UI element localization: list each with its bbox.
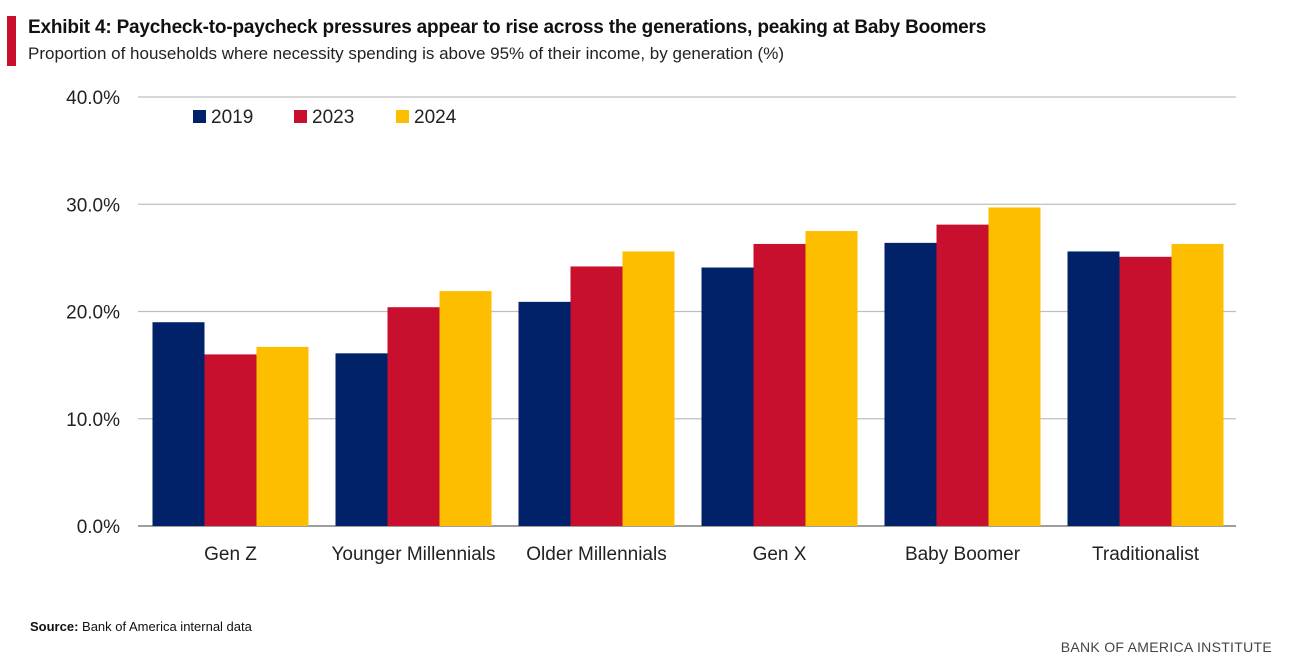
y-tick-label: 40.0% [66,88,120,109]
x-axis-tick-labels: Gen Z Younger Millennials Older Millennial… [204,544,1200,565]
bar-2024-younger-millennials [439,291,492,526]
legend-swatch-2023 [294,110,307,123]
bar-2019-baby-boomer [884,242,937,527]
y-axis-tick-labels: 0.0% 10.0% 20.0% 30.0% 40.0% [66,88,120,538]
legend-label-2019: 2019 [211,107,253,128]
x-tick-label: Baby Boomer [905,544,1021,565]
y-tick-label: 10.0% [66,410,120,431]
bar-2023-baby-boomer [936,224,989,526]
bar-2024-gen-z [256,346,309,526]
legend: 2019 2023 2024 [193,107,457,128]
bar-2024-gen-x [805,231,858,526]
accent-bar [7,16,16,66]
bar-2023-older-millennials [570,266,623,526]
source-note: Source: Bank of America internal data [30,619,252,634]
bar-2023-traditionalist [1119,256,1172,526]
bar-2023-younger-millennials [387,307,440,526]
y-tick-label: 0.0% [77,517,120,538]
grid-lines [138,96,1236,527]
bar-2019-gen-z [152,322,205,526]
x-tick-label: Traditionalist [1092,544,1200,565]
bar-2024-older-millennials [622,251,675,526]
bar-2019-older-millennials [518,301,571,526]
bar-2023-gen-z [204,354,257,526]
x-tick-label: Gen X [753,544,807,565]
legend-label-2023: 2023 [312,107,354,128]
brand-wordmark: BANK OF AMERICA INSTITUTE [1060,639,1272,655]
legend-swatch-2019 [193,110,206,123]
bar-2024-baby-boomer [988,207,1041,526]
x-tick-label: Younger Millennials [331,544,495,565]
x-tick-label: Older Millennials [526,544,666,565]
chart-title: Exhibit 4: Paycheck-to-paycheck pressure… [28,17,987,38]
y-tick-label: 20.0% [66,303,120,324]
bar-2019-gen-x [701,267,754,526]
bar-2024-traditionalist [1171,243,1224,526]
legend-label-2024: 2024 [414,107,457,128]
bar-2019-younger-millennials [335,353,388,526]
bars [152,207,1224,527]
y-tick-label: 30.0% [66,195,120,216]
x-tick-label: Gen Z [204,544,257,565]
source-text: Bank of America internal data [82,619,252,634]
bar-2023-gen-x [753,243,806,526]
legend-swatch-2024 [396,110,409,123]
bar-2019-traditionalist [1067,251,1120,526]
source-label: Source: [30,619,79,634]
chart-subtitle: Proportion of households where necessity… [28,44,784,63]
